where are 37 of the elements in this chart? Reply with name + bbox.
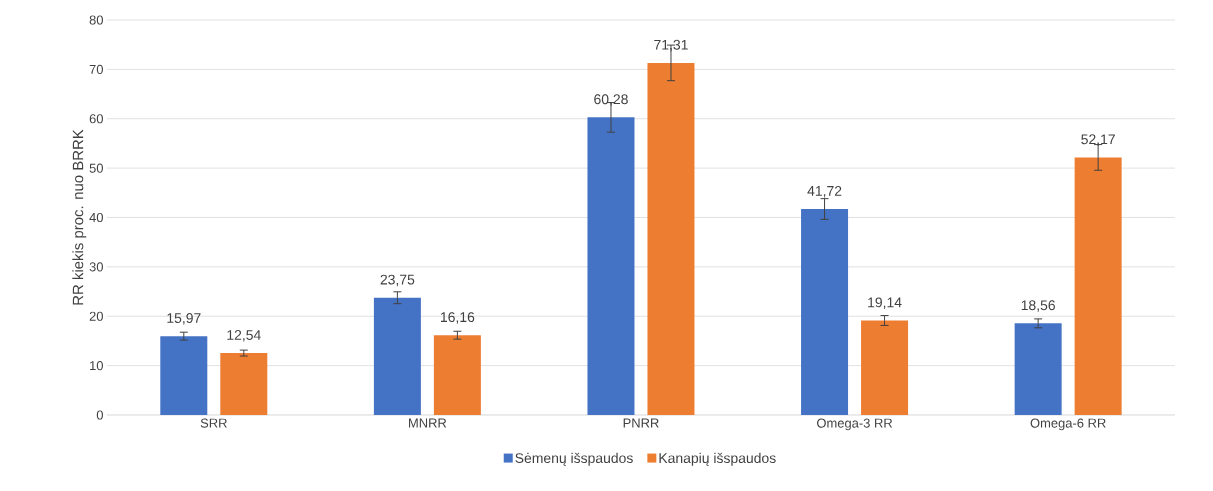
- y-axis-title: RR kiekis proc. nuo BRRK: [72, 129, 87, 305]
- x-tick-label: Omega-3 RR: [817, 418, 893, 431]
- y-tick-label: 40: [89, 212, 103, 223]
- bar: [433, 335, 481, 415]
- bar: [1014, 323, 1062, 415]
- bar: [220, 353, 268, 415]
- bar: [587, 117, 635, 415]
- y-tick-label: 20: [89, 311, 103, 321]
- bar: [1074, 157, 1122, 415]
- data-label: 18,56: [1021, 300, 1055, 312]
- y-tick-label: 60: [89, 114, 103, 124]
- x-tick-label: PNRR: [623, 418, 659, 428]
- data-label: 23,75: [380, 274, 415, 287]
- bar: [861, 320, 909, 415]
- data-label: 19,14: [868, 297, 902, 309]
- data-label: 41,72: [807, 185, 842, 198]
- y-tick-label: 0: [96, 410, 103, 420]
- data-label: 16,16: [441, 312, 475, 324]
- x-tick-label: SRR: [200, 418, 227, 428]
- y-tick-label: 70: [89, 64, 103, 74]
- data-label: 15,97: [167, 313, 201, 325]
- bar: [801, 209, 849, 415]
- y-tick-label: 30: [89, 262, 103, 272]
- bar: [647, 62, 695, 415]
- bar: [373, 297, 421, 415]
- data-label: 52,17: [1081, 134, 1115, 146]
- data-label: 60,28: [594, 94, 628, 106]
- data-label: 71,31: [654, 39, 688, 52]
- legend-label: Sėmenų išspaudos: [515, 452, 633, 466]
- bar: [160, 336, 208, 415]
- legend-label: Kanapių išspaudos: [659, 452, 776, 466]
- y-tick-label: 50: [89, 163, 103, 173]
- y-tick-label: 80: [89, 15, 103, 25]
- x-tick-label: Omega-6 RR: [1030, 418, 1106, 431]
- x-tick-label: MNRR: [409, 418, 447, 428]
- data-label: 12,54: [227, 330, 261, 342]
- y-tick-label: 10: [90, 361, 103, 371]
